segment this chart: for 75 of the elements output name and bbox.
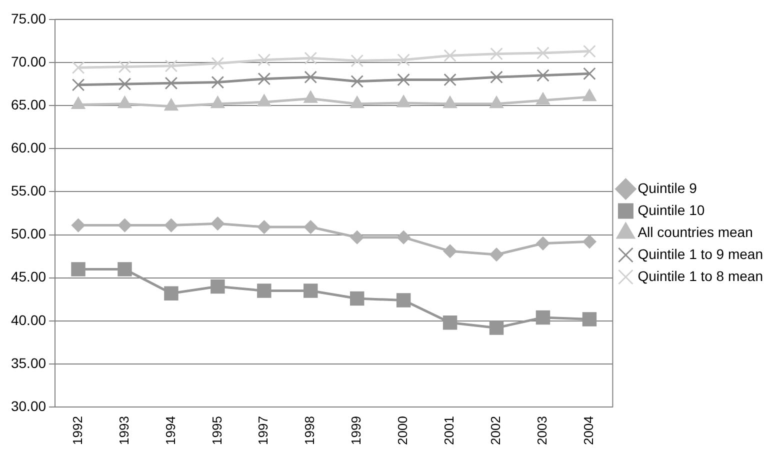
point [118, 60, 132, 74]
x-tick-label: 2000 [395, 416, 410, 445]
point [444, 73, 456, 86]
x-tick-label: 2003 [534, 416, 550, 445]
point [164, 218, 178, 232]
point [443, 244, 457, 258]
y-tick-label: 60.00 [10, 139, 46, 156]
x-tick-label: 1994 [162, 416, 178, 445]
point [397, 73, 410, 86]
point [536, 46, 550, 60]
x-tick-label: 1999 [348, 416, 364, 445]
y-tick-label: 35.00 [10, 354, 46, 371]
point [164, 76, 178, 90]
point [211, 56, 224, 70]
point [490, 70, 503, 84]
point [304, 52, 318, 65]
point [304, 70, 318, 84]
point [258, 72, 271, 86]
point [583, 67, 596, 80]
y-tick-label: 55.00 [10, 182, 46, 199]
point [583, 44, 596, 58]
legend-label: Quintile 10 [638, 202, 705, 218]
x-tick-label: 2001 [442, 416, 457, 445]
point [490, 248, 504, 262]
point [72, 61, 85, 74]
point [396, 230, 410, 244]
x-tick-label: 1993 [116, 416, 132, 445]
legend-label: Quintile 1 to 9 mean [638, 246, 763, 262]
point [582, 234, 596, 248]
x-tick-label: 1995 [209, 416, 224, 445]
point [304, 284, 318, 298]
x-tick-label: 2004 [581, 416, 596, 445]
x-tick-label: 2002 [488, 416, 504, 445]
point [536, 236, 550, 250]
point [164, 286, 178, 300]
point [350, 75, 364, 88]
point [444, 49, 456, 62]
point [397, 53, 410, 66]
point [72, 78, 85, 92]
point [118, 78, 132, 90]
x-tick-label: 1997 [256, 416, 271, 445]
y-tick-label: 75.00 [10, 10, 46, 26]
legend-label: Quintile 9 [638, 180, 698, 196]
point [350, 291, 364, 306]
point [350, 230, 364, 244]
point [118, 218, 132, 232]
point [210, 279, 225, 294]
x-tick-label: 1998 [302, 416, 318, 445]
point [582, 312, 597, 326]
point [396, 293, 411, 308]
point [257, 220, 271, 234]
point [118, 262, 132, 276]
legend-label: All countries mean [638, 224, 753, 240]
point [350, 54, 364, 68]
point [490, 47, 503, 60]
point [304, 220, 318, 234]
point [71, 262, 86, 276]
point [536, 310, 550, 325]
point [442, 316, 458, 330]
y-tick-label: 50.00 [10, 226, 46, 242]
point [536, 68, 550, 82]
point [210, 216, 224, 230]
point [258, 53, 271, 66]
point [211, 76, 224, 89]
point [164, 60, 178, 72]
y-tick-label: 45.00 [10, 268, 46, 285]
y-tick-label: 65.00 [10, 96, 46, 112]
x-tick-label: 1992 [70, 416, 85, 445]
legend-label: Quintile 1 to 8 mean [638, 268, 763, 284]
point [257, 284, 272, 298]
y-tick-label: 70.00 [10, 53, 46, 70]
y-tick-label: 30.00 [10, 398, 46, 414]
point [489, 320, 504, 335]
y-tick-label: 40.00 [10, 312, 46, 328]
point [72, 218, 86, 232]
